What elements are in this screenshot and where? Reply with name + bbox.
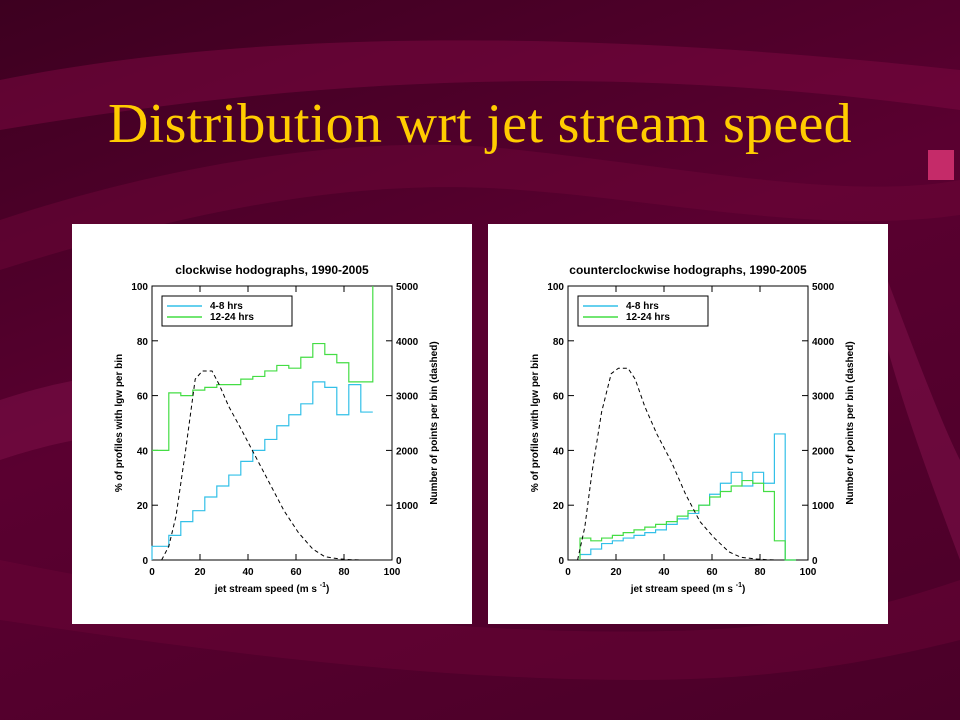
y2-tick-label: 0 (812, 556, 818, 567)
y-tick-label: 80 (137, 337, 149, 348)
x-tick-label: 40 (658, 567, 670, 578)
background-wave (880, 260, 960, 560)
y-tick-label: 0 (558, 556, 564, 567)
x-tick-label: 100 (384, 567, 401, 578)
x-axis-label: jet stream speed (m s -1) (630, 582, 746, 595)
chart-panel-counterclockwise: counterclockwise hodographs, 1990-2005 0 2… (488, 224, 888, 624)
chart-title: clockwise hodographs, 1990-2005 (175, 263, 369, 277)
chart-panel-clockwise: clockwise hodographs, 1990-2005 0 20 40 60 80… (72, 224, 472, 624)
y-tick-label: 80 (553, 337, 565, 348)
y-tick-label: 60 (553, 392, 565, 403)
slide-title: Distribution wrt jet stream speed (108, 93, 852, 155)
y2-axis-label: Number of points per bin (dashed) (845, 341, 856, 504)
series-12-24-hrs-line (152, 286, 374, 451)
y-tick-label: 40 (553, 446, 565, 457)
legend-label-12-24-hrs: 12-24 hrs (210, 312, 254, 323)
legend-box (161, 295, 293, 327)
y2-tick-label: 2000 (396, 446, 419, 457)
dashed-count-line (161, 370, 364, 561)
plot-frame (151, 285, 393, 561)
dashed-count-line (577, 367, 780, 561)
y-tick-label: 20 (553, 501, 565, 512)
y-tick-label: 20 (137, 501, 149, 512)
series-4-8-hrs-line (579, 433, 796, 561)
plot-frame (567, 285, 809, 561)
x-tick-label: 100 (800, 567, 817, 578)
chart-counterclockwise: counterclockwise hodographs, 1990-2005 0 2… (530, 263, 856, 595)
x-tick-label: 40 (242, 567, 254, 578)
legend-label-4-8-hrs: 4-8 hrs (210, 301, 243, 312)
y-tick-label: 100 (547, 282, 564, 293)
y-axis-label: % of profiles with lgw per bin (530, 354, 541, 492)
x-axis-label: jet stream speed (m s -1) (214, 582, 330, 595)
x-tick-label: 20 (194, 567, 206, 578)
chart-title: counterclockwise hodographs, 1990-2005 (569, 263, 807, 277)
series-4-8-hrs-line (151, 381, 373, 560)
y2-tick-label: 4000 (396, 337, 419, 348)
y2-tick-label: 4000 (812, 337, 835, 348)
x-tick-label: 80 (754, 567, 766, 578)
series-12-24-hrs-line (579, 479, 796, 561)
y2-tick-label: 5000 (812, 282, 835, 293)
x-tick-label: 0 (149, 567, 155, 578)
decorative-square (928, 150, 954, 180)
x-tick-label: 60 (290, 567, 302, 578)
legend-box (577, 295, 709, 327)
y-axis-label: % of profiles with lgw per bin (114, 354, 125, 492)
background-wave (0, 40, 960, 130)
background-wave (0, 144, 960, 270)
chart-clockwise: clockwise hodographs, 1990-2005 0 20 40 60 80… (114, 263, 440, 595)
legend-label-12-24-hrs: 12-24 hrs (626, 312, 670, 323)
x-tick-label: 0 (565, 567, 571, 578)
legend-label-4-8-hrs: 4-8 hrs (626, 301, 659, 312)
y2-tick-label: 3000 (396, 392, 419, 403)
x-tick-label: 80 (338, 567, 350, 578)
background-wave (0, 560, 960, 680)
x-tick-label: 60 (706, 567, 718, 578)
y2-tick-label: 1000 (396, 501, 419, 512)
y2-tick-label: 1000 (812, 501, 835, 512)
y-tick-label: 60 (137, 392, 149, 403)
y-tick-label: 0 (142, 556, 148, 567)
y2-tick-label: 5000 (396, 282, 419, 293)
x-tick-label: 20 (610, 567, 622, 578)
y2-axis-label: Number of points per bin (dashed) (429, 341, 440, 504)
y-tick-label: 40 (137, 446, 149, 457)
y-tick-label: 100 (131, 282, 148, 293)
y2-tick-label: 0 (396, 556, 402, 567)
y2-tick-label: 3000 (812, 392, 835, 403)
y2-tick-label: 2000 (812, 446, 835, 457)
